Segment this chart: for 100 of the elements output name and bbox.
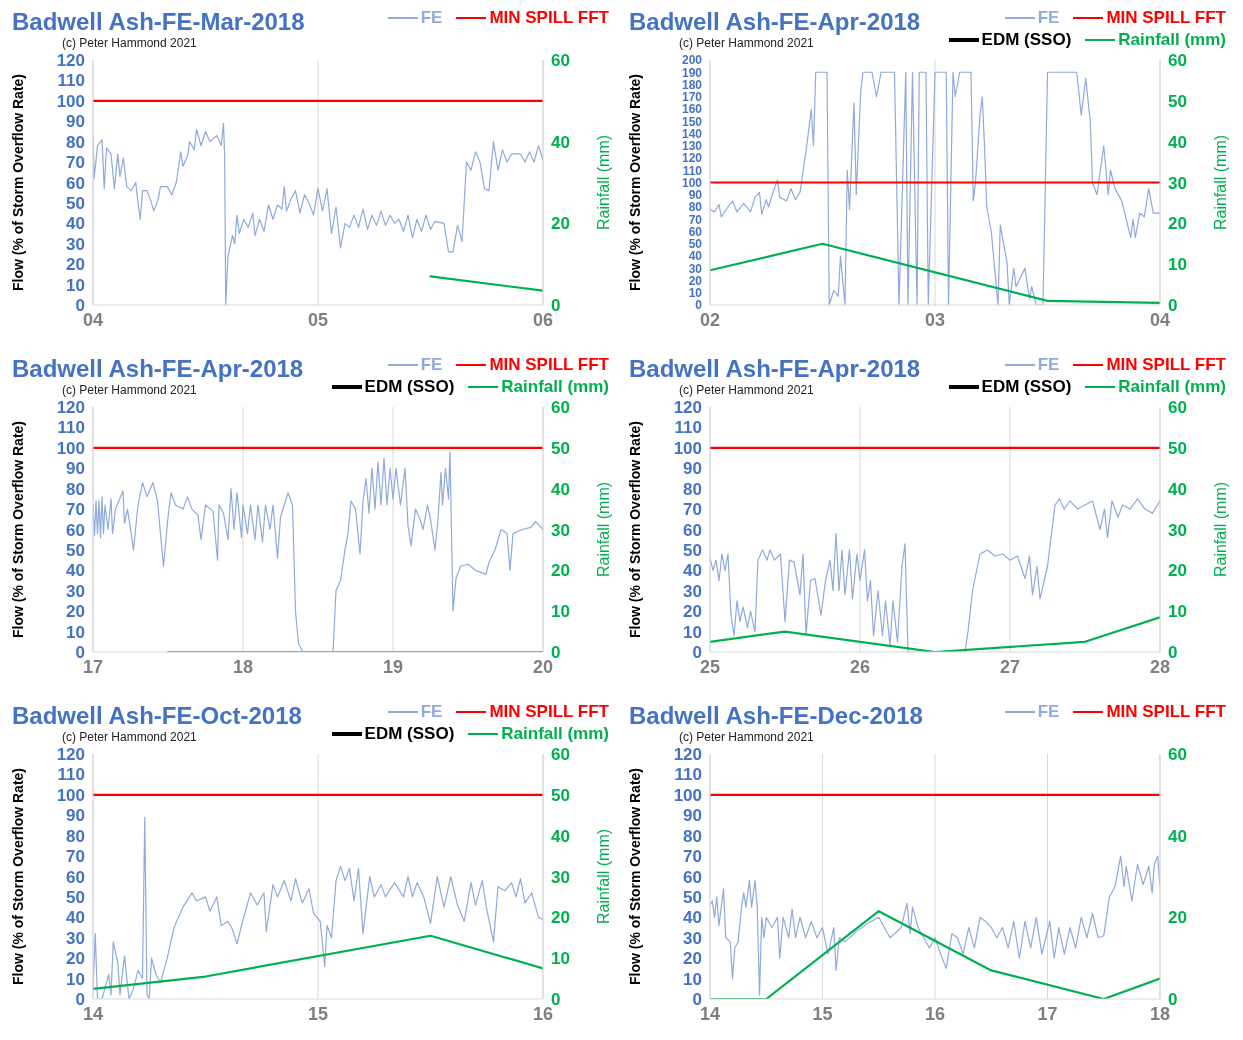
- y-tick-label: 160: [681, 102, 703, 117]
- legend-label: MIN SPILL FFT: [488, 702, 609, 722]
- x-tick-label: 03: [924, 309, 946, 330]
- y-tick-label: 60: [683, 520, 702, 540]
- legend-label: FE: [419, 8, 443, 28]
- y2-tick-label: 60: [551, 745, 570, 765]
- y-tick-label: 120: [681, 151, 703, 166]
- y-tick-label: 30: [66, 234, 85, 254]
- y-tick-label: 90: [66, 806, 85, 826]
- y2-tick-label: 40: [1168, 826, 1187, 846]
- x-tick-label: 04: [82, 309, 104, 330]
- y2-tick-label: 20: [1168, 561, 1187, 581]
- y-tick-label: 110: [674, 765, 702, 785]
- y-tick-label: 100: [56, 785, 85, 805]
- y-tick-label: 90: [66, 459, 85, 479]
- legend-label: EDM (SSO): [363, 377, 455, 397]
- y-tick-label: 110: [682, 163, 703, 178]
- x-tick-label: 25: [699, 656, 721, 677]
- legend-label: Rainfall (mm): [500, 724, 609, 744]
- y2-tick-label: 30: [1168, 520, 1187, 540]
- y-tick-label: 80: [688, 200, 703, 215]
- y-tick-label: 60: [66, 867, 85, 887]
- legend-label: EDM (SSO): [980, 377, 1072, 397]
- text: (c) Peter Hammond 2021: [62, 730, 198, 744]
- y2-axis-title: Rainfall (mm): [1211, 481, 1229, 578]
- y2-tick-label: 20: [551, 561, 570, 581]
- y-tick-label: 20: [66, 255, 85, 275]
- y-tick-label: 50: [66, 540, 85, 560]
- y2-tick-label: 60: [1168, 398, 1187, 418]
- y-tick-label: 190: [681, 65, 703, 80]
- y-tick-label: 150: [681, 114, 703, 129]
- chart-title: Badwell Ash-FE-Mar-2018: [12, 8, 305, 36]
- y2-tick-label: 50: [551, 785, 570, 805]
- y2-tick-label: 40: [551, 132, 570, 152]
- y2-tick-label: 10: [551, 949, 570, 969]
- y-tick-label: 30: [683, 928, 702, 948]
- y-tick-label: 10: [688, 286, 703, 301]
- y-tick-label: 110: [57, 765, 85, 785]
- text: (c) Peter Hammond 2021: [679, 730, 815, 744]
- y2-tick-label: 50: [551, 438, 570, 458]
- x-tick-label: 27: [999, 656, 1021, 677]
- x-tick-label: 19: [382, 656, 404, 677]
- y2-tick-label: 10: [551, 602, 570, 622]
- y-tick-label: 60: [683, 867, 702, 887]
- y-tick-label: 80: [66, 826, 85, 846]
- y2-tick-label: 0: [551, 643, 561, 663]
- y-tick-label: 170: [681, 90, 703, 105]
- x-tick-label: 14: [699, 1003, 721, 1024]
- y-axis-title: Flow (% of Storm Overflow Rate): [9, 420, 26, 639]
- y2-tick-label: 50: [1168, 438, 1187, 458]
- y-tick-label: 0: [692, 990, 702, 1010]
- y-axis-title: Flow (% of Storm Overflow Rate): [626, 767, 643, 986]
- y2-tick-label: 30: [551, 520, 570, 540]
- y-tick-label: 110: [57, 71, 85, 91]
- legend-label: FE: [1036, 8, 1060, 28]
- y-tick-label: 130: [681, 139, 703, 154]
- y-tick-label: 120: [56, 51, 85, 71]
- y-tick-label: 180: [681, 77, 703, 92]
- chart-title: Badwell Ash-FE-Dec-2018: [629, 702, 923, 730]
- x-tick-label: 17: [82, 656, 104, 677]
- y-tick-label: 80: [683, 479, 702, 499]
- y2-axis-title: Rainfall (mm): [594, 828, 612, 925]
- y-tick-label: 0: [692, 643, 702, 663]
- legend-label: Rainfall (mm): [500, 377, 609, 397]
- legend-label: MIN SPILL FFT: [1105, 8, 1226, 28]
- y-tick-label: 0: [75, 643, 85, 663]
- y-tick-label: 10: [66, 622, 85, 642]
- legend-label: MIN SPILL FFT: [488, 8, 609, 28]
- y-tick-label: 70: [66, 153, 85, 173]
- y2-tick-label: 0: [551, 990, 561, 1010]
- y-tick-label: 10: [683, 969, 702, 989]
- y2-tick-label: 0: [551, 296, 561, 316]
- y-axis-title: Flow (% of Storm Overflow Rate): [9, 767, 26, 986]
- y-tick-label: 60: [66, 520, 85, 540]
- text: (c) Peter Hammond 2021: [62, 36, 198, 50]
- y2-tick-label: 0: [1168, 296, 1178, 316]
- y-tick-label: 40: [66, 908, 85, 928]
- y-axis-title: Flow (% of Storm Overflow Rate): [626, 420, 643, 639]
- y-tick-label: 70: [66, 500, 85, 520]
- y-tick-label: 0: [75, 296, 85, 316]
- y2-axis-title: Rainfall (mm): [1211, 134, 1229, 231]
- y-tick-label: 20: [683, 949, 702, 969]
- y2-axis-title: Rainfall (mm): [594, 481, 612, 578]
- y-tick-label: 70: [688, 212, 703, 227]
- legend-label: MIN SPILL FFT: [1105, 702, 1226, 722]
- y2-tick-label: 60: [1168, 745, 1187, 765]
- y-axis-title: Flow (% of Storm Overflow Rate): [9, 73, 26, 292]
- y-tick-label: 110: [57, 418, 85, 438]
- y-tick-label: 30: [66, 928, 85, 948]
- y2-tick-label: 40: [1168, 132, 1187, 152]
- y-tick-label: 90: [683, 459, 702, 479]
- y-tick-label: 70: [66, 847, 85, 867]
- y-tick-label: 70: [683, 500, 702, 520]
- y-tick-label: 60: [66, 173, 85, 193]
- y-tick-label: 30: [688, 261, 703, 276]
- y2-tick-label: 30: [551, 867, 570, 887]
- y-tick-label: 100: [56, 438, 85, 458]
- legend-label: Rainfall (mm): [1117, 377, 1226, 397]
- x-tick-label: 05: [307, 309, 329, 330]
- y2-tick-label: 30: [1168, 173, 1187, 193]
